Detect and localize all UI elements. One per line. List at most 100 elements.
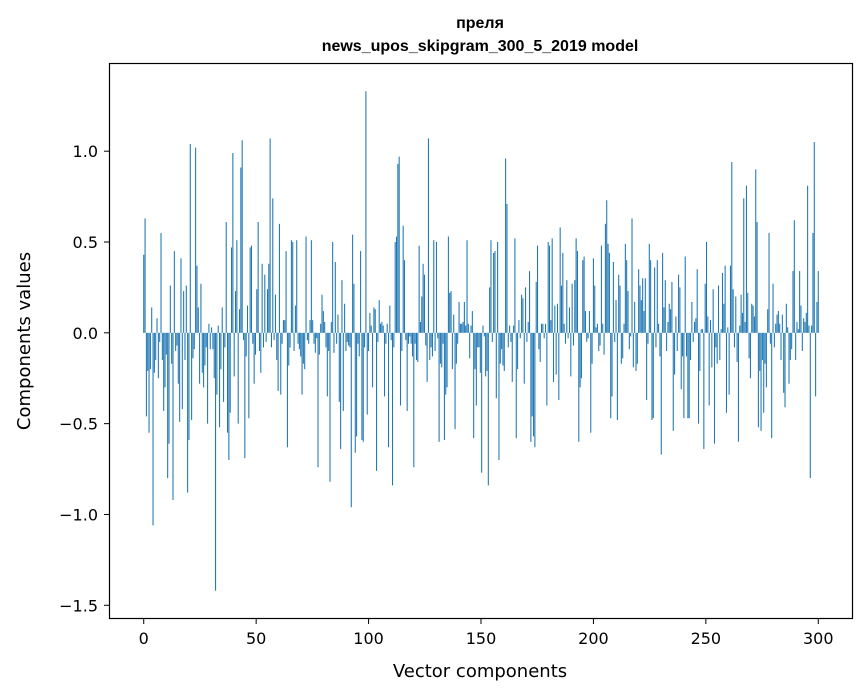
bar <box>580 332 582 379</box>
bar <box>672 332 674 431</box>
bar <box>765 332 767 388</box>
bar <box>527 321 529 333</box>
chart-title-line-1: преля <box>456 15 504 32</box>
bar <box>385 332 387 344</box>
bar <box>574 280 576 333</box>
bar <box>547 242 549 333</box>
bar <box>485 332 487 377</box>
x-tick-label: 300 <box>803 629 834 648</box>
bar <box>445 332 447 395</box>
bar <box>694 321 696 333</box>
bar <box>368 332 370 351</box>
bar <box>177 332 179 384</box>
bar <box>566 280 568 333</box>
bar <box>281 332 283 344</box>
bar <box>421 296 423 333</box>
bar <box>229 332 231 413</box>
bar <box>771 332 773 439</box>
bar <box>590 332 592 433</box>
bar <box>349 332 351 348</box>
bar <box>533 332 535 437</box>
bar <box>248 332 250 419</box>
bar <box>360 251 362 333</box>
bar <box>664 280 666 333</box>
bar <box>333 332 335 353</box>
bar <box>687 332 689 419</box>
bar <box>242 332 245 341</box>
bar <box>506 203 508 333</box>
bar <box>217 325 219 333</box>
bar <box>183 291 185 333</box>
bar <box>631 218 633 333</box>
bar <box>249 247 251 333</box>
bar <box>541 323 543 333</box>
bar <box>816 301 818 333</box>
y-tick-label: 1.0 <box>73 142 98 161</box>
bar <box>245 332 247 357</box>
bar <box>354 332 356 453</box>
bar <box>635 332 637 371</box>
bar <box>171 332 173 364</box>
bar <box>474 332 476 370</box>
bar <box>352 234 354 333</box>
bar <box>546 332 548 406</box>
bar <box>264 274 266 333</box>
bar <box>703 332 705 450</box>
bar <box>297 332 299 344</box>
bar <box>443 332 445 440</box>
bar <box>497 242 499 333</box>
x-tick-label: 100 <box>353 629 384 648</box>
bar <box>403 260 406 333</box>
bar <box>628 332 630 350</box>
bar <box>582 260 584 333</box>
bar <box>289 332 291 348</box>
y-tick-label: 0.0 <box>73 324 98 343</box>
bar <box>313 332 315 344</box>
bar <box>270 332 272 348</box>
bar <box>599 332 601 346</box>
bar <box>769 332 771 344</box>
bar <box>535 281 537 333</box>
bar <box>763 332 765 413</box>
bar <box>634 301 636 333</box>
bar <box>614 332 616 342</box>
bar <box>717 285 720 333</box>
bar <box>449 292 451 333</box>
bar <box>656 260 658 333</box>
bar <box>791 332 793 350</box>
bar <box>721 272 724 333</box>
bar <box>278 223 280 333</box>
bar <box>418 245 420 333</box>
bar <box>233 332 235 377</box>
bar <box>314 332 316 353</box>
bar <box>447 236 449 333</box>
bar <box>397 163 399 333</box>
bar <box>437 332 439 339</box>
bar <box>317 332 319 468</box>
bar <box>809 332 811 479</box>
bar <box>451 332 453 370</box>
bar <box>286 332 288 448</box>
bar <box>675 316 677 333</box>
x-axis-label: Vector components <box>393 661 567 682</box>
bar <box>713 332 716 444</box>
y-tick-label: −0.5 <box>59 415 98 434</box>
bar <box>767 309 769 333</box>
bar <box>316 332 318 339</box>
bar <box>390 332 392 341</box>
bar <box>632 332 634 368</box>
bar <box>509 325 511 333</box>
bar <box>523 332 525 384</box>
bar <box>594 285 596 333</box>
bar <box>578 332 580 442</box>
bar <box>759 332 761 371</box>
bar <box>362 332 364 442</box>
bar <box>148 332 150 433</box>
bar <box>705 242 708 333</box>
bar <box>325 332 327 348</box>
bar <box>530 332 532 442</box>
bar <box>608 252 610 333</box>
bar <box>153 332 155 373</box>
bar <box>729 265 731 333</box>
bar <box>292 242 294 333</box>
